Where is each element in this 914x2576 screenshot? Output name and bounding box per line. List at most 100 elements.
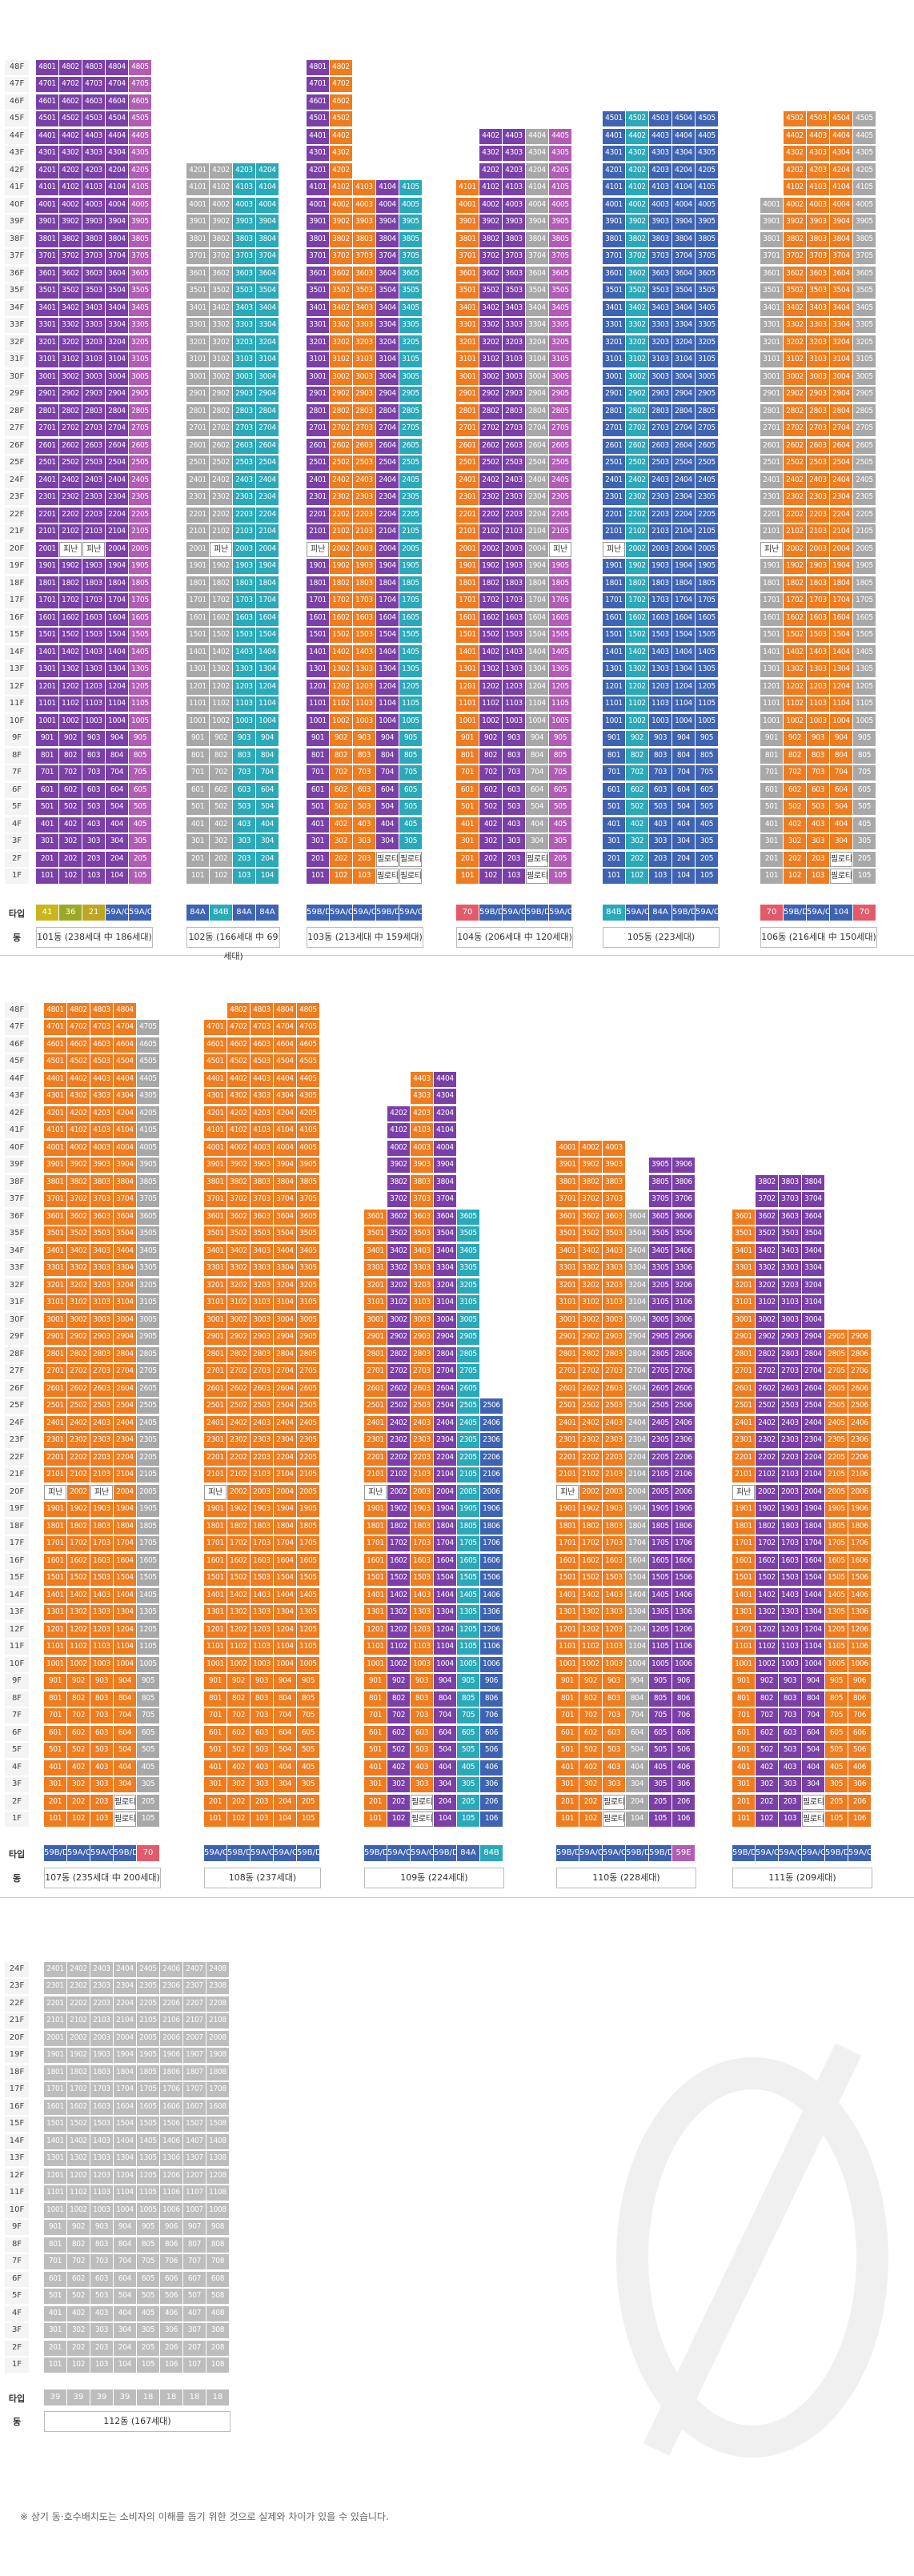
unit-cell: 3205 <box>457 1278 479 1294</box>
unit-cell: 2504 <box>626 1398 648 1414</box>
unit-cell: 604 <box>256 782 279 798</box>
unit-cell: 3703 <box>233 249 255 264</box>
unit-cell: 501 <box>44 1743 66 1758</box>
unit-cell: 503 <box>90 2289 113 2304</box>
unit-cell: 804 <box>672 748 695 764</box>
unit-cell: 4003 <box>82 197 105 213</box>
unit-cell: 3202 <box>387 1278 410 1294</box>
floor-label: 13F <box>5 1605 29 1620</box>
unit-cell: 2402 <box>67 1961 90 1977</box>
unit-cell: 2801 <box>456 403 479 419</box>
unit-cell: 1705 <box>649 1536 671 1551</box>
unit-cell: 2904 <box>626 1330 648 1345</box>
unit-cell: 805 <box>825 1691 848 1707</box>
unit-cell: 1804 <box>256 576 279 592</box>
unit-cell: 906 <box>848 1674 871 1689</box>
unit-cell: 3702 <box>579 1192 602 1207</box>
building-name: 106동 (216세대 中 150세대) <box>760 927 877 948</box>
unit-cell: 1705 <box>549 593 571 608</box>
unit-cell: 필로티 <box>114 1812 136 1827</box>
unit-cell: 1401 <box>603 644 625 660</box>
unit-cell: 305 <box>399 834 422 849</box>
unit-cell: 3601 <box>556 1209 579 1225</box>
type-cell: 59B/D <box>297 1845 319 1861</box>
unit-cell: 1705 <box>696 593 718 608</box>
unit-cell: 601 <box>204 1725 226 1741</box>
unit-cell: 402 <box>479 817 502 833</box>
unit-cell: 4304 <box>114 1089 136 1104</box>
unit-cell: 2604 <box>274 1381 296 1397</box>
unit-cell: 1703 <box>503 593 525 608</box>
unit-cell: 2005 <box>399 541 422 557</box>
unit-cell: 2806 <box>672 1346 695 1362</box>
unit-cell: 4801 <box>36 59 58 75</box>
unit-cell: 3002 <box>784 369 806 385</box>
unit-cell: 1702 <box>67 1536 90 1551</box>
unit-cell: 801 <box>456 748 479 764</box>
unit-cell: 1505 <box>825 1571 848 1586</box>
unit-cell: 1603 <box>353 610 375 626</box>
unit-cell: 405 <box>853 817 876 833</box>
unit-cell: 1902 <box>67 1502 90 1517</box>
unit-cell: 3803 <box>649 231 671 247</box>
unit-cell: 1901 <box>456 559 479 574</box>
unit-cell: 305 <box>297 1777 319 1792</box>
unit-cell: 403 <box>779 1759 801 1776</box>
unit-cell: 1208 <box>206 2168 229 2184</box>
unit-cell: 3704 <box>526 249 548 264</box>
unit-cell: 1602 <box>756 1553 778 1569</box>
unit-cell: 3504 <box>274 1226 296 1242</box>
unit-cell: 필로티 <box>603 1794 625 1810</box>
unit-cell: 705 <box>399 765 422 780</box>
unit-cell: 1404 <box>274 1587 296 1603</box>
unit-cell: 2605 <box>457 1381 479 1397</box>
unit-cell: 2103 <box>503 524 525 540</box>
unit-cell: 701 <box>603 765 625 780</box>
floor-label: 30F <box>5 1312 29 1328</box>
unit-cell: 3905 <box>696 215 718 230</box>
unit-cell: 2106 <box>672 1467 695 1483</box>
unit-cell: 2203 <box>82 507 105 523</box>
unit-cell: 1505 <box>649 1571 671 1586</box>
unit-cell: 3405 <box>399 300 422 316</box>
unit-cell: 1002 <box>59 713 82 729</box>
unit-cell: 602 <box>330 782 352 798</box>
unit-cell: 1902 <box>387 1502 410 1517</box>
unit-cell: 3601 <box>364 1209 387 1225</box>
unit-cell: 4301 <box>44 1089 66 1104</box>
unit-cell: 1203 <box>807 679 829 695</box>
unit-cell: 306 <box>848 1777 871 1792</box>
floor-label: 5F <box>5 2289 29 2304</box>
unit-cell: 1501 <box>307 628 329 643</box>
unit-cell: 2402 <box>59 472 82 488</box>
unit-cell: 706 <box>480 1708 503 1723</box>
unit-cell: 1603 <box>779 1553 801 1569</box>
unit-cell: 106 <box>480 1812 503 1827</box>
unit-cell: 1902 <box>330 559 352 574</box>
floor-label: 3F <box>5 2323 29 2338</box>
unit-cell: 1404 <box>526 644 548 660</box>
building-name: 101동 (238세대 中 186세대) <box>36 927 153 948</box>
unit-cell: 2503 <box>411 1398 433 1414</box>
unit-cell: 1206 <box>672 1622 695 1638</box>
unit-cell: 1703 <box>251 1536 273 1551</box>
unit-cell: 4502 <box>67 1054 90 1069</box>
unit-cell: 803 <box>503 748 525 764</box>
unit-cell: 4405 <box>549 128 571 144</box>
unit-cell: 1101 <box>364 1639 387 1655</box>
unit-cell: 4002 <box>227 1140 250 1156</box>
unit-cell: 3701 <box>603 249 625 264</box>
unit-cell: 1904 <box>376 559 399 574</box>
unit-cell: 3002 <box>210 369 232 385</box>
unit-cell: 3404 <box>434 1243 456 1259</box>
unit-cell: 4103 <box>251 1123 273 1138</box>
unit-cell: 1101 <box>603 696 625 712</box>
floor-label: 12F <box>5 1622 29 1638</box>
unit-cell: 4303 <box>251 1089 273 1104</box>
unit-cell: 3403 <box>503 300 525 316</box>
unit-cell: 404 <box>434 1759 456 1776</box>
unit-cell: 1602 <box>227 1553 250 1569</box>
unit-cell: 1304 <box>114 1605 136 1620</box>
unit-cell: 4005 <box>137 1140 159 1156</box>
unit-cell: 1901 <box>36 559 58 574</box>
